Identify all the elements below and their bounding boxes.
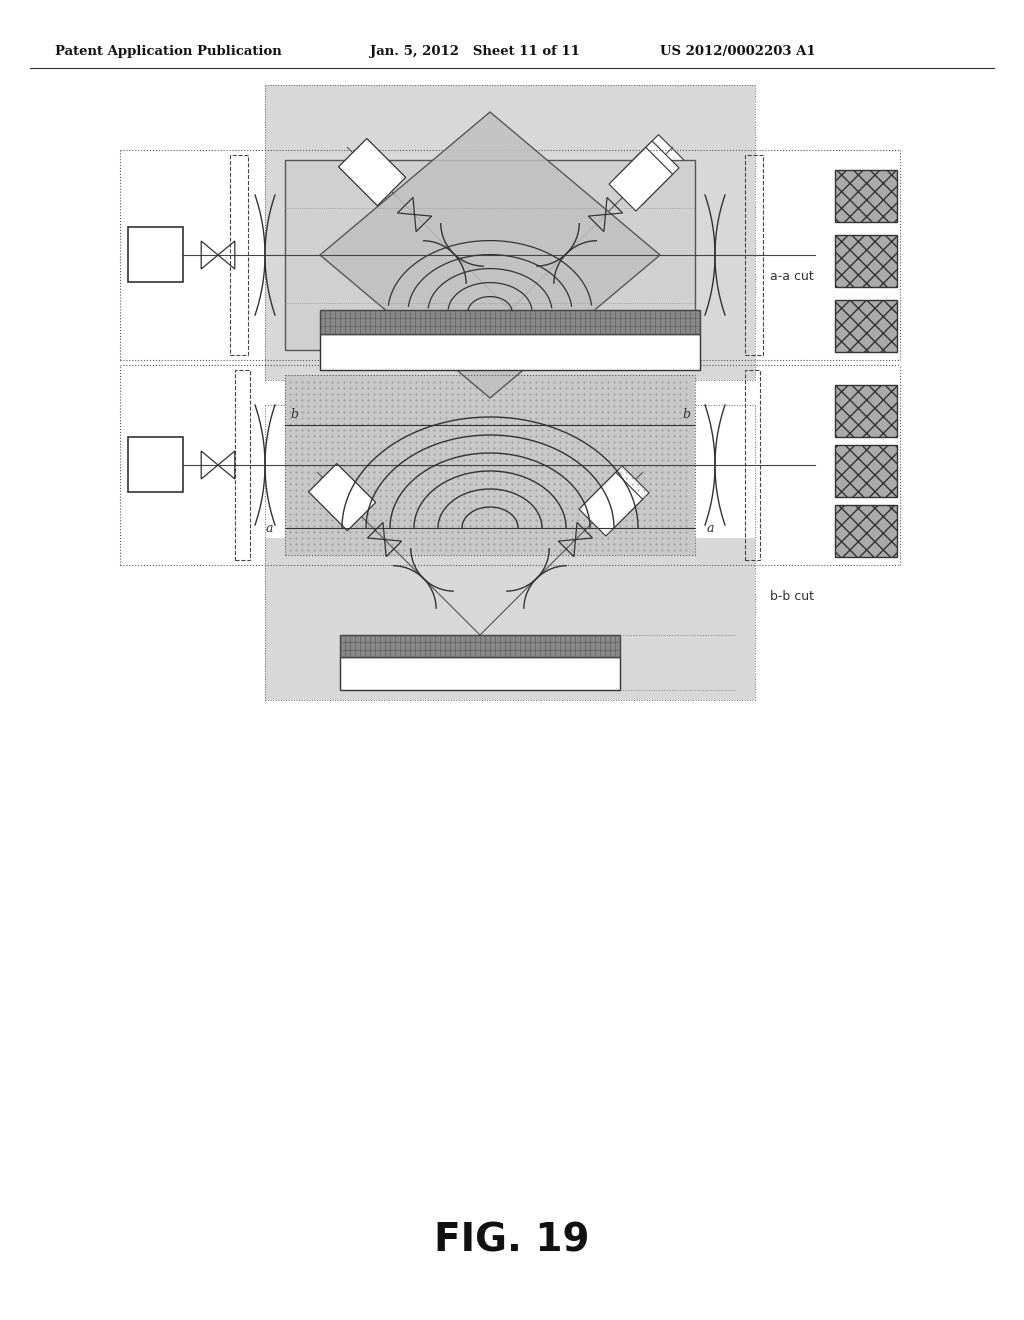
- Text: a: a: [265, 521, 273, 535]
- Bar: [835, 506, 897, 557]
- Polygon shape: [586, 466, 649, 529]
- Bar: [340, 657, 620, 690]
- Bar: [835, 385, 897, 437]
- Text: Jan. 5, 2012   Sheet 11 of 11: Jan. 5, 2012 Sheet 11 of 11: [370, 45, 580, 58]
- Bar: [835, 235, 897, 286]
- Bar: [319, 334, 700, 370]
- Text: b-b cut: b-b cut: [770, 590, 814, 603]
- Text: US 2012/0002203 A1: US 2012/0002203 A1: [660, 45, 816, 58]
- Bar: [285, 375, 695, 554]
- Polygon shape: [308, 463, 376, 531]
- Text: FIG. 19: FIG. 19: [434, 1221, 590, 1259]
- FancyBboxPatch shape: [265, 537, 755, 700]
- Bar: [285, 160, 695, 350]
- Polygon shape: [579, 473, 643, 536]
- Bar: [745, 154, 763, 355]
- FancyBboxPatch shape: [265, 84, 755, 380]
- Polygon shape: [592, 459, 655, 523]
- Bar: [835, 170, 897, 222]
- Bar: [745, 370, 760, 560]
- Text: a-a cut: a-a cut: [770, 271, 814, 284]
- Polygon shape: [622, 135, 685, 198]
- Bar: [835, 445, 897, 498]
- Polygon shape: [319, 112, 660, 399]
- Polygon shape: [609, 148, 673, 211]
- Bar: [835, 300, 897, 352]
- Text: Patent Application Publication: Patent Application Publication: [55, 45, 282, 58]
- Polygon shape: [339, 139, 406, 206]
- Bar: [230, 154, 248, 355]
- Text: a: a: [707, 521, 715, 535]
- Polygon shape: [615, 141, 679, 205]
- Bar: [128, 227, 183, 282]
- Text: b: b: [682, 408, 690, 421]
- Bar: [319, 310, 700, 334]
- Text: b: b: [290, 408, 298, 421]
- Bar: [340, 635, 620, 657]
- Bar: [234, 370, 250, 560]
- Bar: [128, 437, 183, 492]
